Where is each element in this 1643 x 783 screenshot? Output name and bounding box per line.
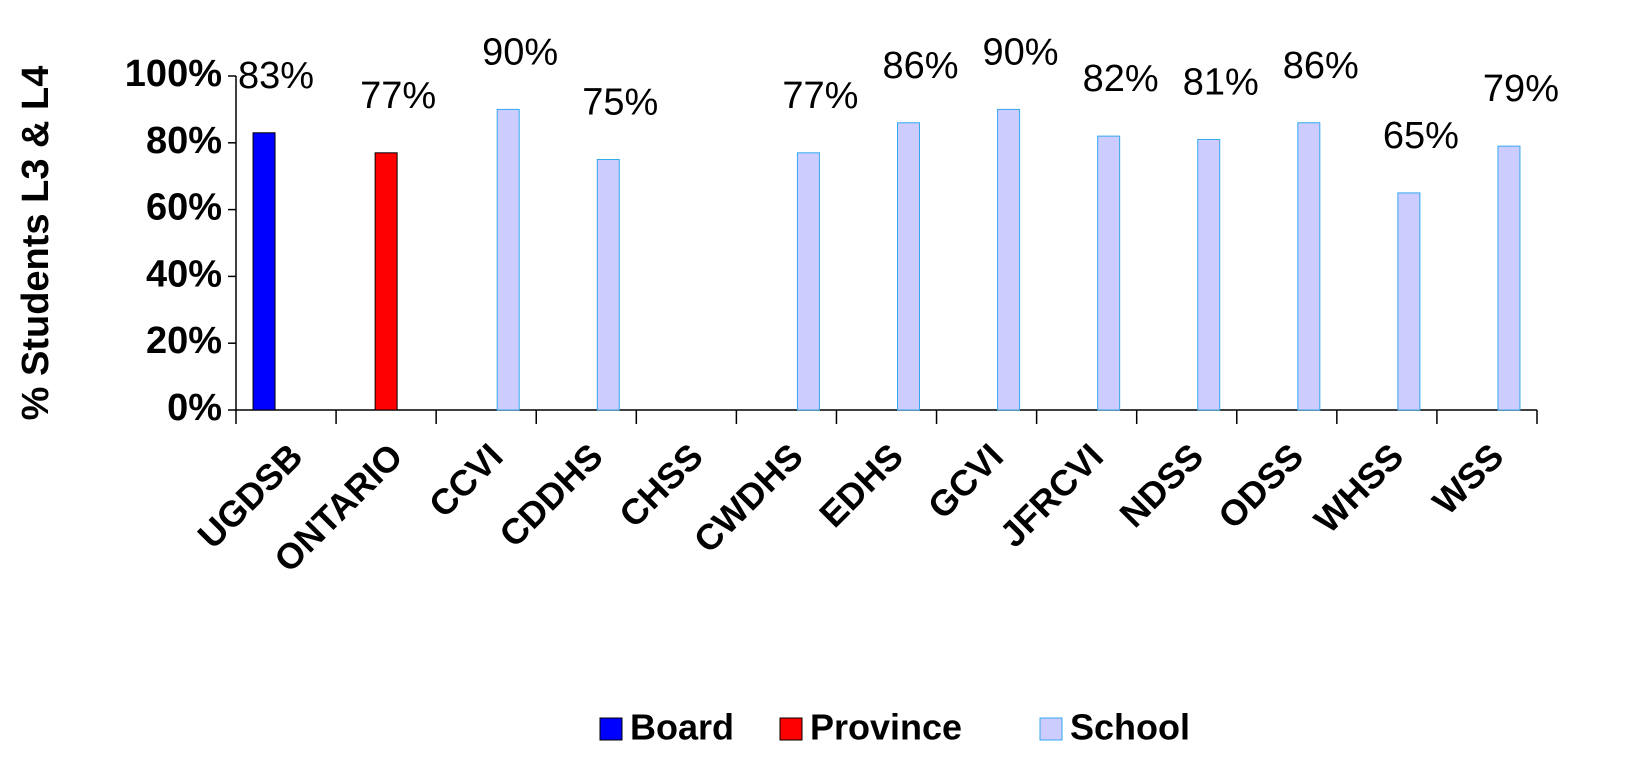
bar <box>1397 192 1421 411</box>
bar <box>1197 138 1221 411</box>
x-tick-label: WHSS <box>1306 435 1411 540</box>
data-label: 83% <box>238 55 314 97</box>
data-label: 90% <box>983 31 1059 73</box>
bar <box>1497 145 1521 411</box>
y-tick-label: 0% <box>167 387 222 429</box>
x-tick-label: NDSS <box>1111 435 1211 535</box>
data-label: 82% <box>1083 58 1159 100</box>
x-tick-label: CWDHS <box>686 435 811 560</box>
bar <box>1297 122 1321 411</box>
x-tick-label: CCVI <box>421 435 511 525</box>
y-tick-label: 100% <box>125 53 222 95</box>
legend-swatch <box>779 717 803 741</box>
bar <box>374 152 398 411</box>
y-axis-label: % Students L3 & L4 <box>15 66 57 421</box>
x-tick-label: JFRCVI <box>992 435 1112 555</box>
bar <box>897 122 920 411</box>
x-tick-label: ODSS <box>1210 435 1311 536</box>
bar <box>997 108 1021 411</box>
data-label: 77% <box>360 75 436 117</box>
bar <box>496 108 520 411</box>
bar <box>252 132 276 411</box>
data-label: 86% <box>1283 45 1359 87</box>
data-label: 81% <box>1183 61 1259 103</box>
data-label: 65% <box>1383 115 1459 157</box>
data-label: 90% <box>482 31 558 73</box>
bar <box>596 159 620 411</box>
bar <box>1097 135 1121 411</box>
y-tick-label: 60% <box>146 187 222 229</box>
legend-label: School <box>1070 707 1190 748</box>
legend-label: Board <box>630 707 734 748</box>
y-tick-label: 20% <box>146 320 222 362</box>
data-label: 75% <box>582 82 658 124</box>
data-label: 86% <box>882 45 958 87</box>
data-label: 77% <box>782 75 858 117</box>
bar <box>796 152 820 411</box>
legend-swatch <box>1039 717 1063 741</box>
legend-swatch <box>599 717 623 741</box>
x-tick-label: EDHS <box>811 435 911 535</box>
y-tick-label: 40% <box>146 253 222 295</box>
x-tick-label: GCVI <box>920 435 1011 526</box>
data-label: 79% <box>1483 68 1559 110</box>
y-tick-label: 80% <box>146 120 222 162</box>
x-tick-label: CDDHS <box>491 435 611 555</box>
x-tick-label: WSS <box>1424 435 1511 522</box>
legend-label: Province <box>810 707 962 748</box>
